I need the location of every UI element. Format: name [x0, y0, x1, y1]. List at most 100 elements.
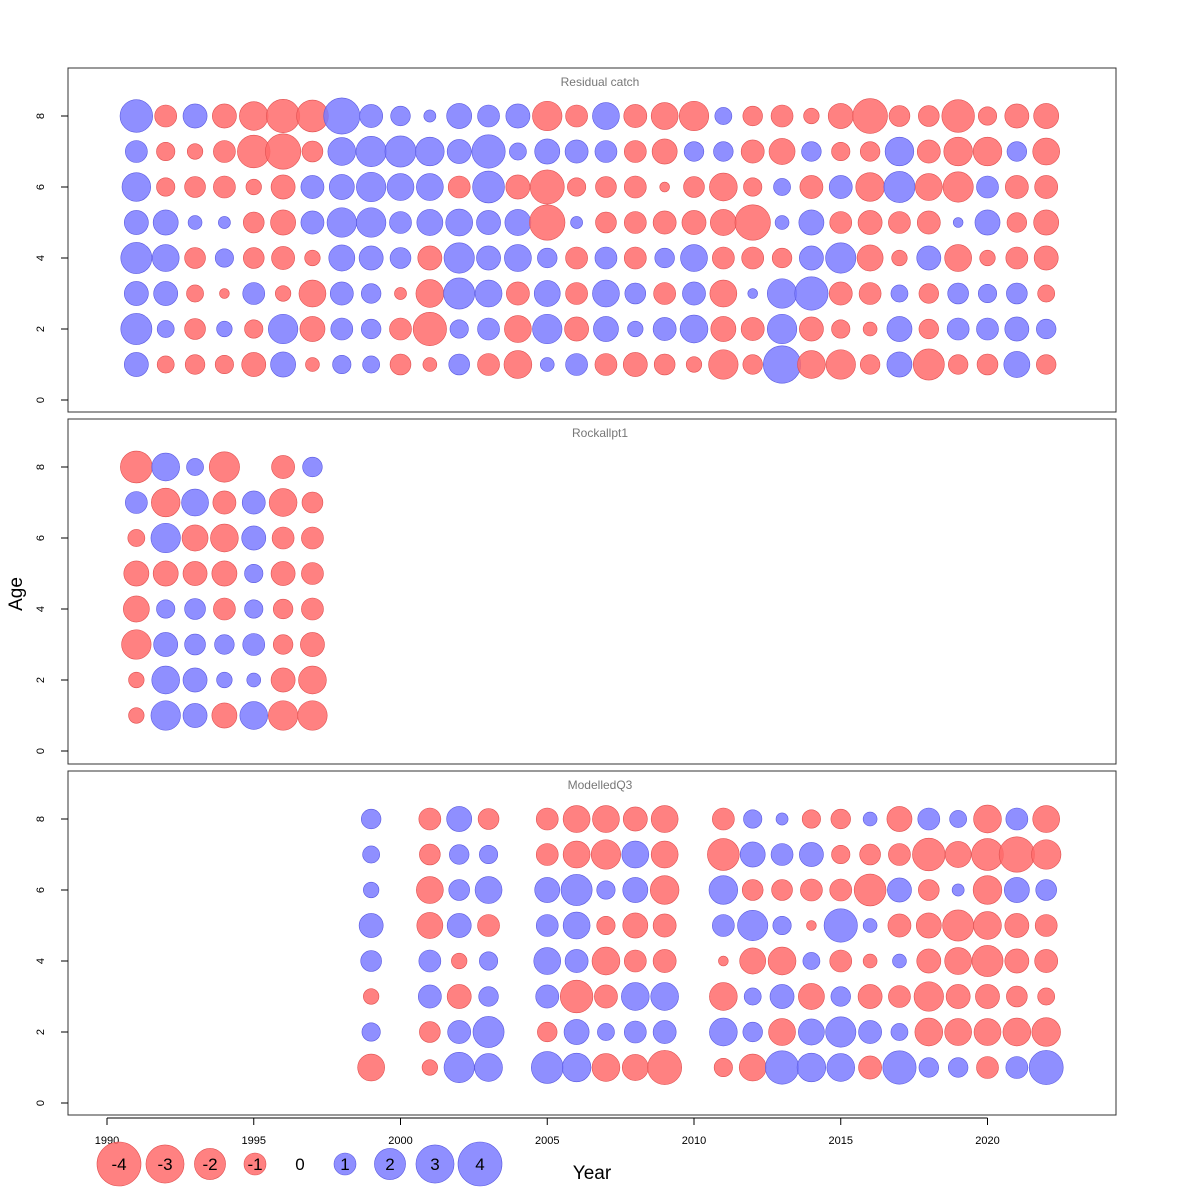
bubble-point — [798, 209, 825, 236]
bubble-point — [740, 317, 765, 341]
bubble-point — [504, 209, 532, 236]
bubble-point — [977, 283, 998, 304]
bubble-point — [622, 877, 649, 903]
legend-bubble — [145, 1144, 185, 1184]
y-axis-title: Age — [6, 577, 27, 611]
bubble-point — [772, 915, 792, 936]
bubble-point — [151, 244, 180, 272]
bubble-point — [1036, 318, 1057, 340]
legend-entry: -4 — [96, 1141, 142, 1187]
bubble-point — [150, 700, 181, 731]
bubble-point — [796, 1052, 827, 1083]
bubble-point — [765, 1050, 800, 1085]
bubble-point — [271, 526, 295, 550]
bubble-point — [474, 876, 503, 904]
bubble-point — [944, 947, 972, 975]
bubble-point — [623, 211, 647, 234]
bubble-point — [594, 246, 618, 270]
bubble-point — [1005, 175, 1029, 199]
bubble-point — [771, 247, 793, 269]
bubble-point — [423, 109, 437, 123]
bubble-point — [740, 139, 765, 164]
bubble-point — [827, 103, 854, 129]
bubble-point — [916, 948, 942, 974]
bubble-point — [623, 949, 647, 973]
bubble-point — [271, 246, 295, 270]
bubble-point — [531, 1051, 564, 1084]
panel-title: Rockallpt1 — [572, 426, 628, 440]
bubble-point — [389, 317, 412, 341]
legend-bubble — [415, 1144, 455, 1184]
y-tick-label: 2 — [35, 1029, 47, 1035]
bubble-point — [418, 949, 442, 973]
bubble-point — [562, 911, 591, 940]
bubble-point — [356, 171, 387, 203]
bubble-point — [214, 248, 234, 268]
bubble-point — [182, 561, 208, 586]
legend-label: -1 — [247, 1155, 262, 1174]
bubble-point — [125, 491, 148, 514]
bubble-point — [272, 598, 294, 620]
bubble-point — [244, 319, 264, 339]
bubble-point — [683, 141, 705, 162]
bubble-point — [973, 1018, 1002, 1046]
bubble-point — [918, 283, 939, 304]
bubble-point — [121, 629, 152, 660]
bubble-point — [416, 209, 444, 236]
bubble-point — [653, 353, 676, 376]
bubble-point — [186, 458, 204, 476]
bubble-point — [623, 104, 648, 128]
bubble-point — [1037, 284, 1056, 303]
bubble-point — [972, 136, 1003, 167]
bubble-point — [184, 318, 206, 340]
bubble-point — [1005, 246, 1029, 270]
bubble-point — [357, 1053, 385, 1082]
bubble-point — [624, 282, 647, 305]
bubble-point — [564, 139, 589, 164]
bubble-point — [1033, 103, 1060, 129]
bubble-point — [298, 279, 327, 308]
bubble-point — [858, 282, 882, 305]
bubble-point — [421, 1059, 438, 1076]
bubble-point — [362, 845, 380, 864]
bubble-point — [621, 1054, 649, 1081]
bubble-point — [743, 987, 762, 1006]
legend-label: 0 — [295, 1155, 304, 1174]
bubble-point — [918, 1057, 939, 1078]
bubble-point — [479, 844, 499, 865]
bubble-point — [741, 246, 765, 270]
bubble-point — [241, 525, 267, 551]
bubble-point — [650, 805, 679, 833]
bubble-point — [419, 843, 441, 866]
bubble-point — [265, 133, 302, 170]
bubble-point — [915, 173, 943, 201]
bubble-point — [184, 176, 206, 198]
panel-frame — [67, 770, 1117, 1116]
bubble-point — [1004, 103, 1030, 129]
bubble-point — [709, 279, 738, 308]
legend-bubble — [333, 1152, 357, 1176]
bubble-point — [681, 210, 707, 235]
bubble-point — [800, 878, 823, 902]
bubble-point — [592, 102, 620, 130]
legend-bubble — [194, 1148, 226, 1180]
bubble-point — [830, 986, 851, 1007]
bubble-point — [1033, 209, 1060, 236]
bubble-point — [654, 247, 675, 269]
bubble-point — [477, 104, 500, 128]
bubble-point — [559, 979, 594, 1014]
bubble-point — [535, 914, 559, 937]
bubble-point — [419, 1021, 441, 1043]
bubble-point — [186, 284, 204, 303]
bubble-point — [1034, 914, 1058, 937]
bubble-point — [592, 279, 620, 308]
bubble-point — [591, 946, 621, 976]
bubble-point — [446, 103, 473, 129]
bubble-point — [128, 671, 145, 689]
x-tick-label: 2020 — [975, 1135, 999, 1147]
bubble-point — [882, 1050, 917, 1085]
bubble-point — [829, 211, 853, 234]
bubble-point — [918, 105, 940, 127]
panel-frame — [67, 418, 1117, 765]
bubble-point — [891, 249, 908, 267]
